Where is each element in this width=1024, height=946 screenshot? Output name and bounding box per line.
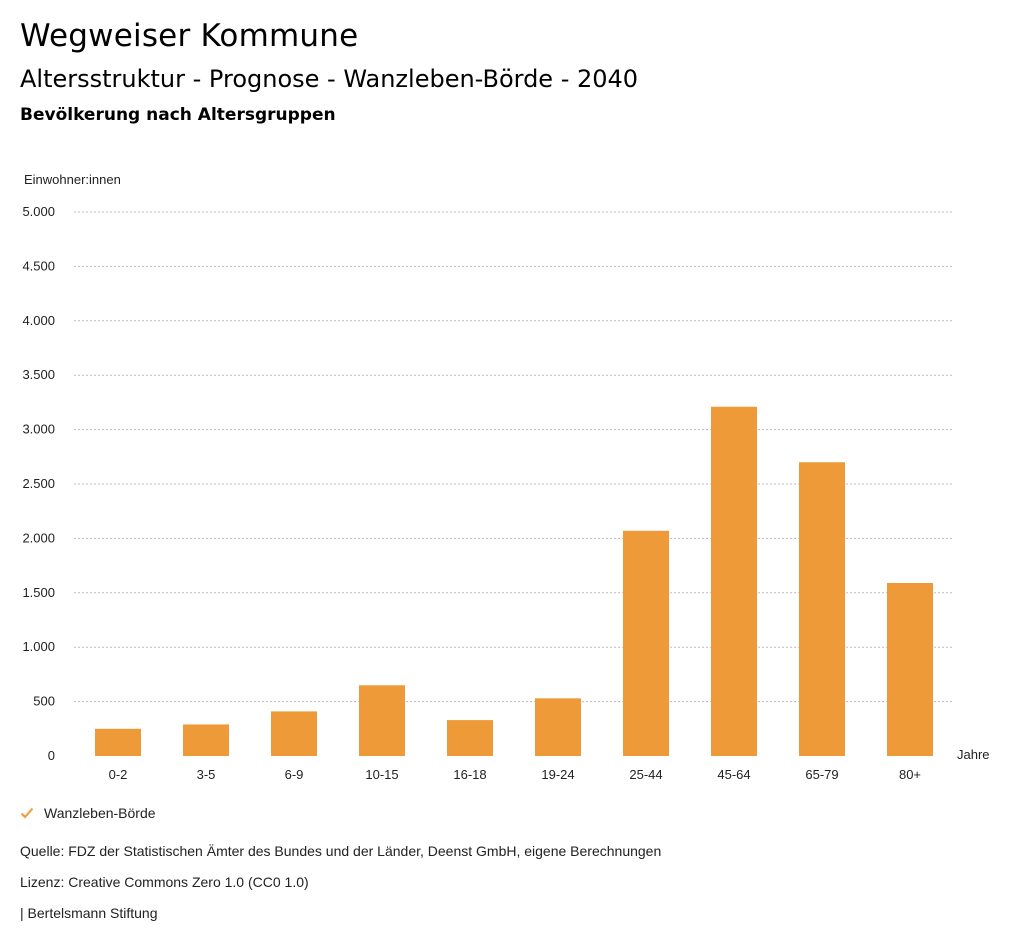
bar-chart: Einwohner:innen Jahre 0 500 1.000 1.500 2.00… [22,172,990,782]
y-axis-label: Einwohner:innen [24,172,121,187]
y-tick-label: 500 [33,694,55,709]
x-tick-label: 3-5 [197,767,216,782]
x-tick-labels: 0-2 3-5 6-9 10-15 16-18 19-24 25-44 45-64 65-79 8… [109,767,921,782]
y-tick-labels: 0 500 1.000 1.500 2.000 2.500 3.000 3.500 4.000 4… [22,204,55,763]
bars [95,406,933,756]
page-subtitle: Altersstruktur - Prognose - Wanzleben-Bö… [20,65,639,93]
bar-16-18[interactable] [447,720,493,756]
x-tick-label: 0-2 [109,767,128,782]
license-note: Lizenz: Creative Commons Zero 1.0 (CC0 1… [20,874,309,890]
source-note: Quelle: FDZ der Statistischen Ämter des … [20,843,662,859]
y-tick-label: 2.000 [22,530,55,545]
credit-note: | Bertelsmann Stiftung [20,905,158,921]
x-tick-label: 6-9 [285,767,304,782]
y-tick-label: 0 [48,748,55,763]
x-tick-label: 16-18 [453,767,486,782]
page-title: Wegweiser Kommune [20,18,359,54]
x-tick-label: 65-79 [805,767,838,782]
checkmark-icon [20,807,34,819]
bar-25-44[interactable] [623,530,669,756]
y-tick-label: 3.500 [22,367,55,382]
x-tick-label: 19-24 [541,767,574,782]
bar-65-79[interactable] [799,462,845,756]
chart-heading: Bevölkerung nach Altersgruppen [20,105,336,125]
y-tick-label: 4.500 [22,258,55,273]
legend-item-wanzleben-boerde[interactable]: Wanzleben-Börde [20,803,156,823]
y-tick-label: 3.000 [22,422,55,437]
y-tick-label: 1.000 [22,639,55,654]
y-tick-label: 5.000 [22,204,55,219]
legend-label: Wanzleben-Börde [44,805,156,821]
bar-10-15[interactable] [359,685,405,756]
x-axis-label: Jahre [957,747,990,762]
bar-45-64[interactable] [711,406,757,756]
bar-19-24[interactable] [535,698,581,756]
bar-3-5[interactable] [183,724,229,756]
x-tick-label: 10-15 [365,767,398,782]
y-tick-label: 4.000 [22,313,55,328]
x-tick-label: 80+ [899,767,921,782]
y-tick-label: 1.500 [22,585,55,600]
x-tick-label: 45-64 [717,767,750,782]
bar-0-2[interactable] [95,728,141,756]
y-tick-label: 2.500 [22,476,55,491]
bar-6-9[interactable] [271,711,317,756]
bar-80+[interactable] [887,583,933,756]
x-tick-label: 25-44 [629,767,662,782]
